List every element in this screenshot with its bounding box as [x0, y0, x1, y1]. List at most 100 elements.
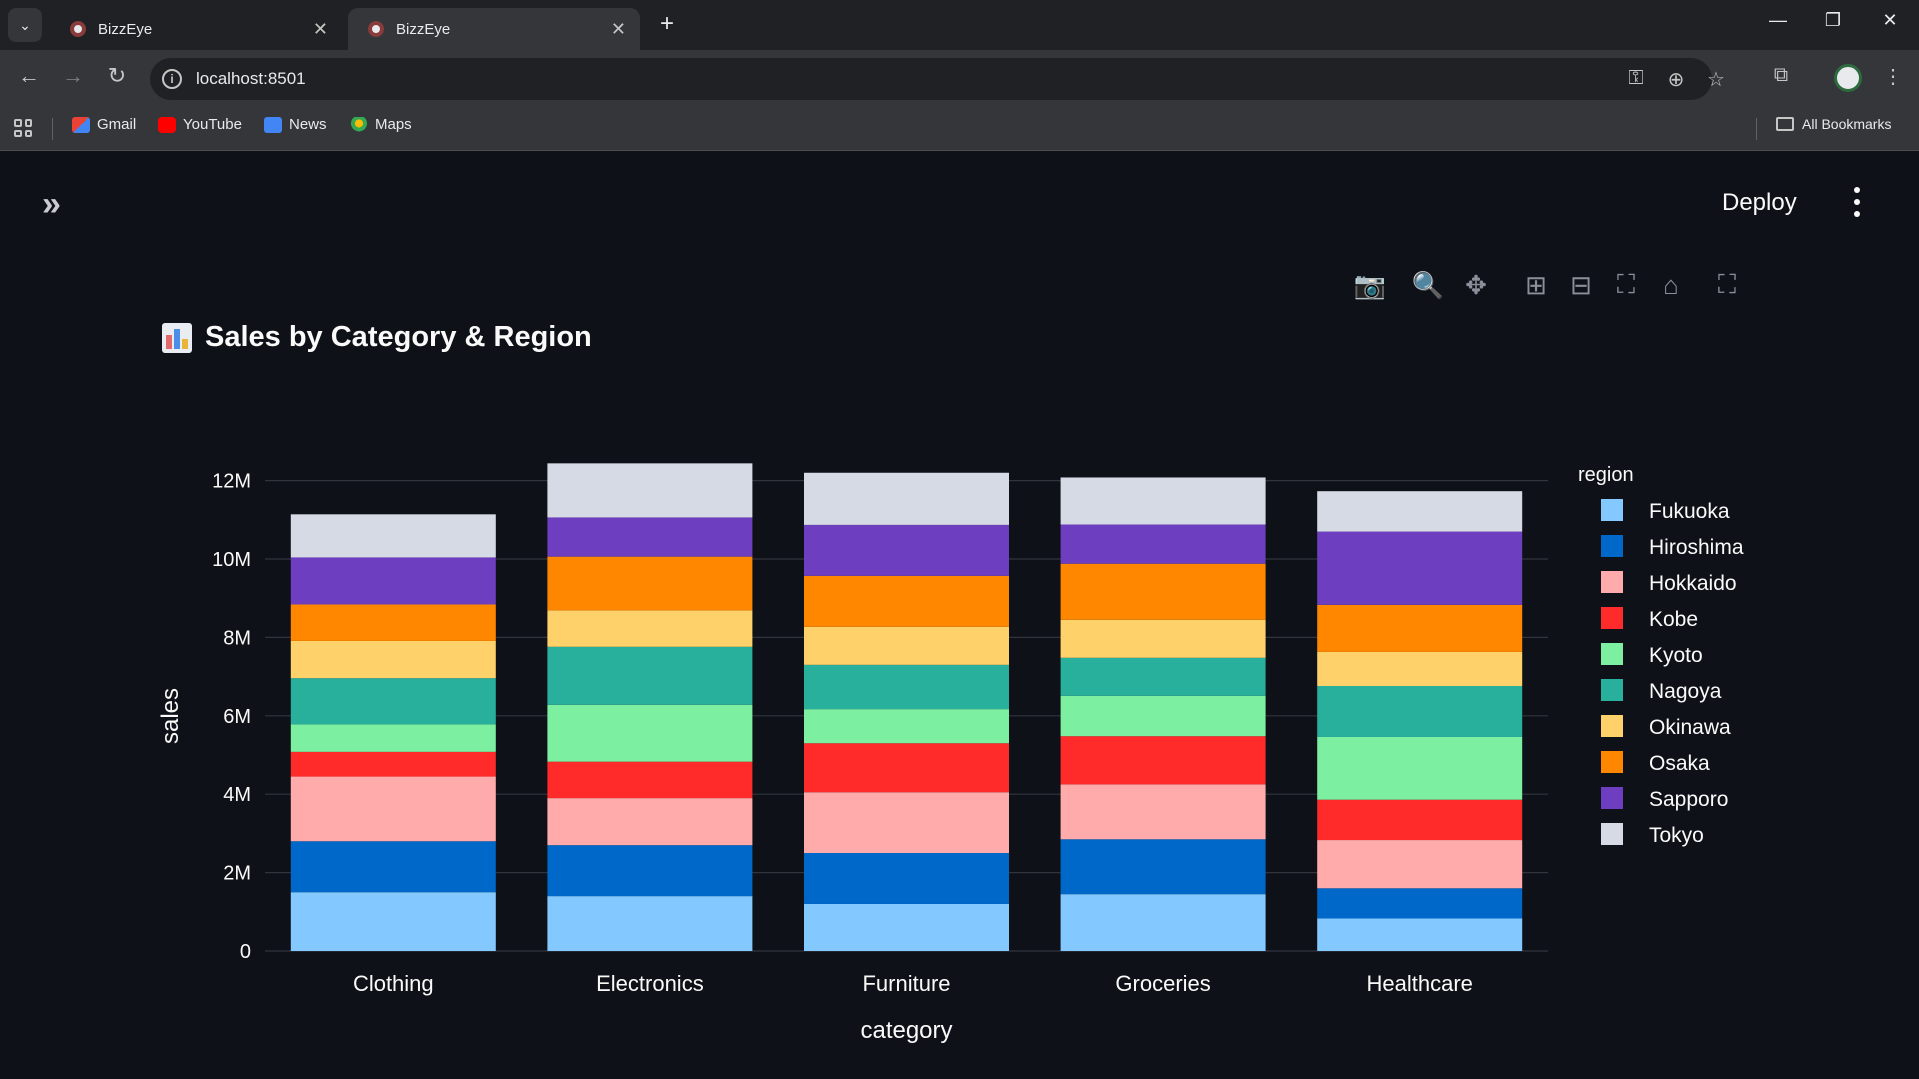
close-window-button[interactable]: ✕	[1882, 10, 1898, 30]
forward-button[interactable]: →	[62, 63, 84, 88]
legend-swatch	[1601, 823, 1623, 845]
deploy-button[interactable]: Deploy	[1722, 189, 1797, 216]
legend-swatch	[1601, 499, 1623, 521]
bar-segment	[1060, 736, 1266, 785]
bar-segment	[547, 517, 753, 557]
bar-segment	[804, 709, 1009, 744]
x-tick-label: Healthcare	[1367, 971, 1473, 996]
bar-segment	[290, 724, 496, 752]
y-tick-label: 8M	[223, 627, 251, 649]
bar-segment	[1060, 894, 1266, 951]
bizzeye-favicon-icon	[70, 21, 86, 37]
bookmark-label: Maps	[375, 116, 412, 133]
bookmark-gmail[interactable]: Gmail	[72, 116, 136, 133]
legend-swatch	[1601, 715, 1623, 737]
bookmark-news[interactable]: News	[264, 116, 327, 133]
y-tick-label: 6M	[223, 706, 251, 728]
bar-segment	[804, 853, 1009, 904]
bar-segment	[547, 704, 753, 762]
zoom-in-icon[interactable]: ⊞	[1525, 269, 1547, 300]
legend-swatch	[1601, 607, 1623, 629]
zoom-tool-icon[interactable]: 🔍	[1411, 269, 1445, 300]
browser-menu-icon[interactable]: ⋮	[1883, 66, 1903, 88]
all-bookmarks-label: All Bookmarks	[1802, 116, 1892, 132]
y-tick-label: 10M	[212, 549, 251, 571]
x-tick-label: Groceries	[1115, 971, 1210, 996]
bar-segment	[1317, 531, 1523, 605]
gmail-icon	[72, 116, 90, 133]
site-info-icon[interactable]: i	[162, 69, 182, 89]
bar-segment	[1317, 651, 1523, 687]
zoom-out-icon[interactable]: ⊟	[1570, 269, 1592, 300]
bar-segment	[1317, 491, 1523, 532]
bookmark-maps[interactable]: Maps	[350, 116, 412, 133]
reload-button[interactable]: ↻	[107, 63, 127, 88]
bar-segment	[1317, 799, 1523, 841]
legend-item-label: Sapporo	[1649, 788, 1728, 811]
minimize-button[interactable]: —	[1769, 10, 1787, 30]
main-menu-icon[interactable]	[1852, 187, 1862, 217]
legend-item-label: Tokyo	[1649, 824, 1704, 847]
bar-segment	[547, 556, 753, 611]
x-axis-title: category	[860, 1017, 952, 1044]
y-axis-title: sales	[157, 688, 184, 744]
bar-segment	[1060, 657, 1266, 696]
bookmark-label: Gmail	[97, 116, 137, 133]
all-bookmarks-button[interactable]: All Bookmarks	[1776, 116, 1891, 132]
extensions-icon[interactable]: ⧉	[1773, 64, 1789, 86]
bar-segment	[804, 575, 1009, 627]
url-text[interactable]: localhost:8501	[196, 69, 306, 88]
tab-title: BizzEye	[98, 20, 153, 38]
divider	[52, 118, 53, 140]
bar-segment	[1060, 563, 1266, 620]
reset-axes-home-icon[interactable]: ⌂	[1663, 269, 1679, 300]
bar-segment	[290, 841, 496, 893]
password-key-icon[interactable]: ⚿	[1628, 67, 1644, 89]
bookmark-youtube[interactable]: YouTube	[158, 116, 242, 133]
legend-swatch	[1601, 535, 1623, 557]
tab-bizzeye-2[interactable]: BizzEye ✕	[348, 8, 640, 50]
bar-segment	[547, 845, 753, 897]
bar-segment	[547, 798, 753, 846]
camera-icon[interactable]: 📷	[1353, 269, 1387, 300]
chart-heading-text: Sales by Category & Region	[205, 321, 592, 353]
zoom-icon[interactable]: ⊕	[1667, 69, 1685, 91]
bar-segment	[804, 903, 1009, 951]
new-tab-button[interactable]: +	[659, 10, 674, 37]
bar-segment	[547, 896, 753, 951]
autoscale-icon[interactable]: ⛶	[1616, 269, 1636, 299]
bar-chart-emoji-icon	[162, 322, 192, 353]
apps-grid-icon[interactable]	[14, 119, 32, 137]
close-tab-icon[interactable]: ✕	[610, 18, 626, 39]
legend-swatch	[1601, 643, 1623, 665]
bar-segment	[1060, 839, 1266, 895]
restore-button[interactable]: ❐	[1824, 10, 1842, 30]
profile-avatar[interactable]	[1834, 64, 1862, 92]
bar-segment	[1060, 524, 1266, 564]
bar-segment	[547, 761, 753, 799]
bizzeye-favicon-icon	[368, 21, 384, 37]
back-button[interactable]: ←	[18, 63, 40, 88]
browser-toolbar: ← → ↻ i localhost:8501 ⚿ ⊕ ☆ ⧉ ⋮	[0, 50, 1919, 108]
fullscreen-icon[interactable]: ⛶	[1717, 269, 1737, 299]
tab-search-button[interactable]: ⌄	[8, 8, 42, 42]
address-bar[interactable]: i localhost:8501 ⚿ ⊕ ☆	[150, 58, 1725, 100]
legend-swatch	[1601, 679, 1623, 701]
bar-segment	[290, 604, 496, 641]
bar-segment	[547, 463, 753, 518]
y-tick-label: 4M	[223, 784, 251, 806]
close-tab-icon[interactable]: ✕	[312, 18, 328, 39]
pan-tool-icon[interactable]: ✥	[1465, 269, 1487, 300]
tab-strip: ⌄ BizzEye ✕ BizzEye ✕ + — ❐ ✕	[0, 0, 1919, 50]
legend-swatch	[1601, 787, 1623, 809]
legend-swatch	[1601, 571, 1623, 593]
bar-segment	[1060, 695, 1266, 737]
bar-segment	[290, 776, 496, 842]
tab-bizzeye-1[interactable]: BizzEye ✕	[50, 8, 342, 50]
bookmark-star-icon[interactable]: ☆	[1707, 69, 1725, 91]
bar-segment	[1317, 840, 1523, 889]
legend-item-label: Hiroshima	[1649, 536, 1744, 559]
legend-item-label: Fukuoka	[1649, 500, 1730, 523]
bar-segment	[1317, 888, 1523, 919]
legend-title: region	[1578, 464, 1634, 486]
